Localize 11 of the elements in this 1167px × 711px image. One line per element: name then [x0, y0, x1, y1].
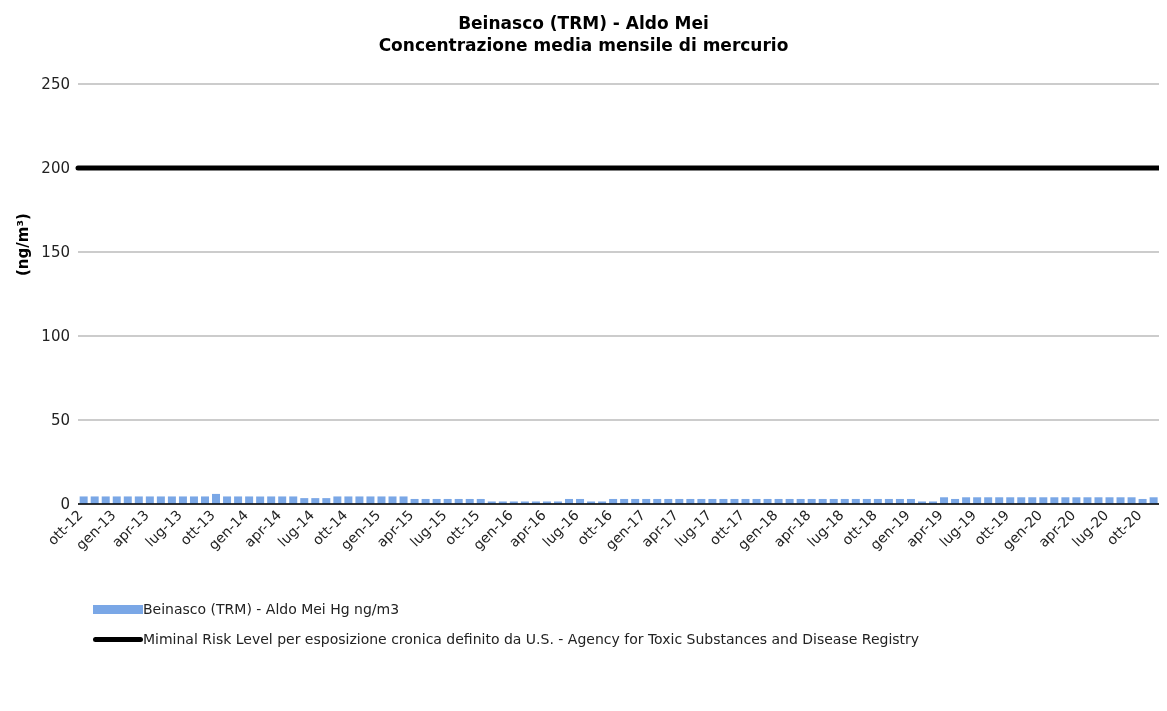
chart-title: Beinasco (TRM) - Aldo Mei: [457, 12, 710, 34]
legend-label: Beinasco (TRM) - Aldo Mei Hg ng/m3: [143, 600, 400, 619]
legend-label: Miminal Risk Level per esposizione cronica definito da U.S. - Agency for Toxic Substances and Disease Registry: [143, 630, 920, 649]
y-tick-label: 150: [41, 243, 70, 262]
y-tick-label: 50: [50, 411, 70, 430]
y-tick-label: 250: [41, 75, 70, 94]
chart-subtitle: Concentrazione media mensile di mercurio: [377, 34, 790, 56]
y-tick-label: 100: [41, 327, 70, 346]
y-tick-label: 200: [41, 159, 70, 178]
y-axis-title: (ng/m³): [14, 213, 32, 276]
y-tick-label: 0: [60, 495, 70, 514]
